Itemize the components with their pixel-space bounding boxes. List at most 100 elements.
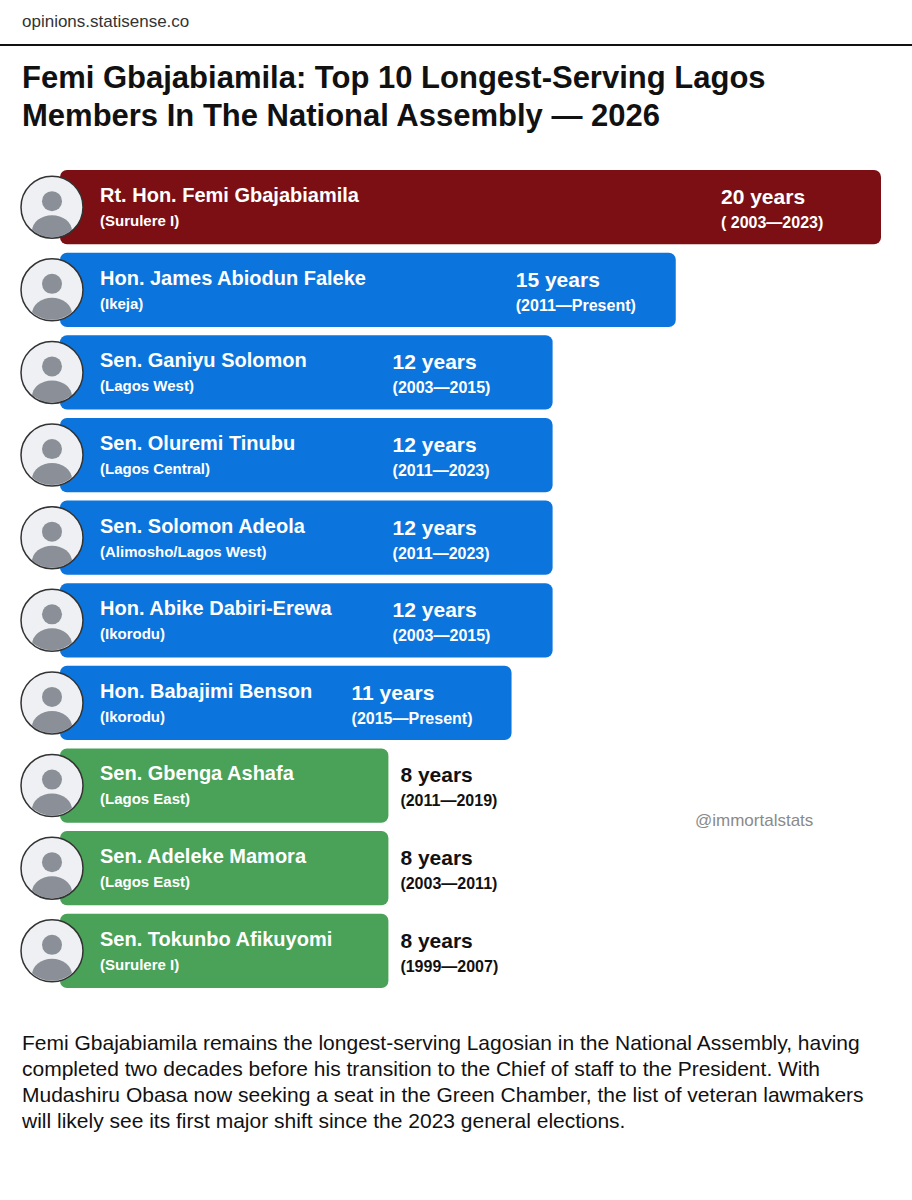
constituency-label: (Lagos Central) bbox=[100, 460, 210, 477]
category-label: Hon. Abike Dabiri-Erewa bbox=[100, 597, 332, 619]
avatar-ring bbox=[21, 341, 83, 403]
avatar bbox=[21, 176, 83, 247]
bar bbox=[60, 914, 388, 988]
constituency-label: (Ikorodu) bbox=[100, 625, 165, 642]
constituency-label: (Alimosho/Lagos West) bbox=[100, 543, 266, 560]
data-label: 11 years bbox=[352, 681, 435, 704]
category-label: Sen. Gbenga Ashafa bbox=[100, 762, 295, 784]
avatar-body bbox=[32, 794, 72, 826]
bars bbox=[60, 170, 881, 988]
text-line: Femi Gbajabiamila: Top 10 Longest-Servin… bbox=[22, 60, 766, 95]
avatar-ring bbox=[21, 672, 83, 734]
credit: @immortalstats bbox=[695, 811, 813, 830]
constituency-label: (Surulere I) bbox=[100, 956, 179, 973]
bar bbox=[60, 418, 553, 492]
avatar-head bbox=[42, 439, 62, 459]
category-label: Sen. Tokunbo Afikuyomi bbox=[100, 928, 332, 950]
period-label: (2003—2015) bbox=[393, 379, 491, 396]
category-label: Rt. Hon. Femi Gbajabiamila bbox=[100, 184, 360, 206]
period-label: (2003—2011) bbox=[400, 875, 497, 892]
avatar-head bbox=[42, 356, 62, 376]
data-label: 8 years bbox=[400, 846, 472, 869]
avatar bbox=[21, 755, 83, 826]
avatar-body bbox=[32, 959, 72, 991]
avatar-ring bbox=[21, 424, 83, 486]
avatar-body bbox=[32, 463, 72, 495]
constituency-label: (Ikeja) bbox=[100, 295, 143, 312]
period-label: (2015—Present) bbox=[352, 710, 473, 727]
avatar-ring bbox=[21, 507, 83, 569]
avatar bbox=[21, 259, 83, 330]
avatar-ring bbox=[21, 176, 83, 238]
data-label: 12 years bbox=[393, 516, 477, 539]
avatar-body bbox=[32, 711, 72, 743]
constituency-label: (Ikorodu) bbox=[100, 708, 165, 725]
data-label: 12 years bbox=[393, 598, 477, 621]
avatar bbox=[21, 837, 83, 908]
chart: opinions.statisense.coFemi Gbajabiamila:… bbox=[0, 0, 912, 1200]
header-rule bbox=[0, 44, 912, 46]
constituency-label: (Lagos West) bbox=[100, 377, 194, 394]
bar bbox=[60, 170, 881, 244]
period-label: (2003—2015) bbox=[393, 627, 491, 644]
avatar-head bbox=[42, 852, 62, 872]
category-label: Hon. Babajimi Benson bbox=[100, 680, 312, 702]
text-line: Members In The National Assembly — 2026 bbox=[22, 98, 660, 133]
category-label: Sen. Solomon Adeola bbox=[100, 515, 306, 537]
data-label: 12 years bbox=[393, 433, 477, 456]
period-label: (2011—Present) bbox=[516, 297, 636, 314]
bar bbox=[60, 501, 553, 575]
avatar bbox=[21, 920, 83, 991]
avatar-ring bbox=[21, 259, 83, 321]
category-label: Sen. Oluremi Tinubu bbox=[100, 432, 295, 454]
bar bbox=[60, 748, 388, 822]
avatar-head bbox=[42, 274, 62, 294]
title: Femi Gbajabiamila: Top 10 Longest-Servin… bbox=[22, 60, 766, 133]
avatar-body bbox=[32, 298, 72, 330]
avatar-head bbox=[42, 935, 62, 955]
avatar bbox=[21, 424, 83, 495]
avatar bbox=[21, 672, 83, 743]
period-label: (2011—2023) bbox=[393, 545, 490, 562]
avatar-body bbox=[32, 215, 72, 247]
background bbox=[0, 0, 912, 1200]
data-label: 8 years bbox=[400, 929, 472, 952]
caption: Femi Gbajabiamila remains the longest-se… bbox=[21, 1031, 864, 1132]
data-label: 8 years bbox=[400, 763, 472, 786]
avatar-ring bbox=[21, 837, 83, 899]
avatar-head bbox=[42, 687, 62, 707]
bar bbox=[60, 583, 553, 657]
avatar-body bbox=[32, 546, 72, 578]
avatar bbox=[21, 507, 83, 578]
avatar-body bbox=[32, 876, 72, 908]
avatar-head bbox=[42, 604, 62, 624]
period-label: (2011—2023) bbox=[393, 462, 490, 479]
data-label: 12 years bbox=[393, 350, 477, 373]
avatar-ring bbox=[21, 755, 83, 817]
data-label: 20 years bbox=[721, 185, 805, 208]
avatar-body bbox=[32, 380, 72, 412]
bar bbox=[60, 831, 388, 905]
bar-texts: Rt. Hon. Femi Gbajabiamila (Surulere I) 20… bbox=[100, 184, 823, 975]
constituency-label: (Lagos East) bbox=[100, 790, 190, 807]
constituency-label: (Surulere I) bbox=[100, 212, 179, 229]
avatar-head bbox=[42, 522, 62, 542]
avatar-head bbox=[42, 191, 62, 211]
avatars bbox=[21, 176, 83, 991]
category-label: Sen. Ganiyu Solomon bbox=[100, 349, 307, 371]
text-line: Mudashiru Obasa now seeking a seat in th… bbox=[22, 1083, 864, 1106]
avatar-head bbox=[42, 770, 62, 790]
text-line: will likely see its first major shift si… bbox=[21, 1109, 625, 1132]
avatar-ring bbox=[21, 589, 83, 651]
period-label: (1999—2007) bbox=[400, 958, 498, 975]
constituency-label: (Lagos East) bbox=[100, 873, 190, 890]
avatar bbox=[21, 341, 83, 412]
period-label: (2011—2019) bbox=[400, 792, 497, 809]
category-label: Hon. James Abiodun Faleke bbox=[100, 267, 366, 289]
avatar-ring bbox=[21, 920, 83, 982]
period-label: ( 2003—2023) bbox=[721, 214, 823, 231]
avatar bbox=[21, 589, 83, 660]
bar bbox=[60, 253, 676, 327]
category-label: Sen. Adeleke Mamora bbox=[100, 845, 307, 867]
text-line: completed two decades before his transit… bbox=[22, 1057, 820, 1080]
